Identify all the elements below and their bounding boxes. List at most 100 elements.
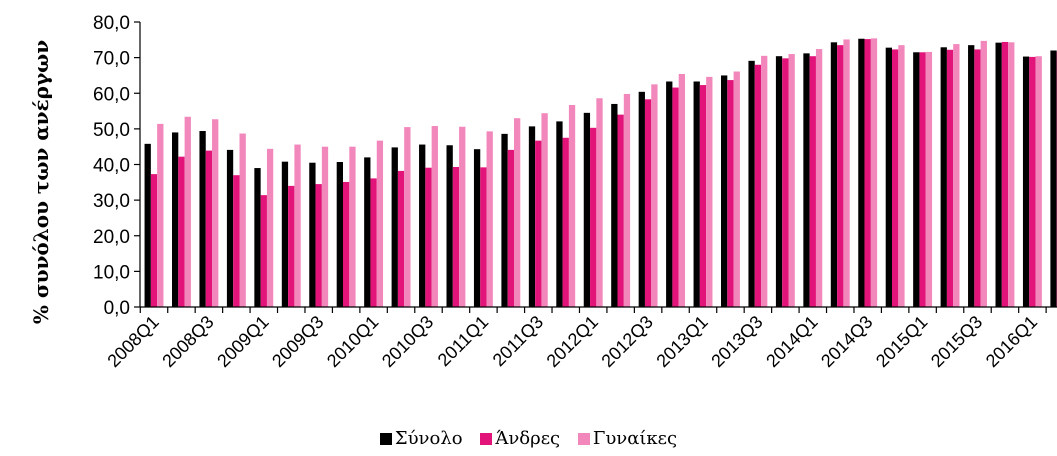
bar-2013Q1-women <box>706 76 713 307</box>
bar-2016Q1-women <box>1035 56 1042 308</box>
bar-2016Q1-men <box>1029 56 1036 307</box>
bar-2009Q3-total <box>309 162 316 307</box>
bar-2008Q4-men <box>233 175 240 307</box>
y-tick-label: 10,0 <box>93 262 130 283</box>
bar-2008Q2-men <box>178 156 185 307</box>
bar-2010Q1-total <box>364 157 371 308</box>
bar-2015Q1-men <box>919 52 926 307</box>
bar-2011Q1-women <box>486 131 493 307</box>
bar-2010Q3-men <box>425 167 432 307</box>
legend-swatch-women <box>577 432 590 445</box>
bar-2012Q3-total <box>638 91 645 307</box>
bar-2012Q2-women <box>623 93 631 308</box>
bar-2013Q2-total <box>721 75 728 307</box>
plot-area <box>144 38 1057 308</box>
x-tick-label: 2014Q1 <box>762 312 821 371</box>
y-tick-label: 30,0 <box>93 191 130 212</box>
bar-2012Q3-women <box>651 84 658 307</box>
x-axis: 2008Q12008Q32009Q12009Q32010Q12010Q32011… <box>103 306 1057 371</box>
bar-2009Q2-total <box>281 161 289 307</box>
y-tick-label: 20,0 <box>93 227 130 248</box>
bar-2011Q1-total <box>473 149 481 307</box>
bar-2013Q4-men <box>782 58 789 308</box>
bar-2013Q3-women <box>761 55 768 308</box>
bar-2011Q1-men <box>480 167 487 307</box>
bar-2008Q4-total <box>226 149 234 307</box>
bar-2010Q3-women <box>431 126 438 307</box>
bar-2012Q1-women <box>596 98 603 308</box>
bar-2015Q3-men <box>974 49 981 308</box>
bar-2012Q1-men <box>590 127 597 307</box>
bar-2014Q4-women <box>898 45 905 307</box>
y-tick-label: 60,0 <box>93 84 130 105</box>
bar-2015Q4-men <box>1001 41 1009 307</box>
bar-2008Q4-women <box>239 133 246 307</box>
x-tick-label: 2014Q3 <box>817 312 876 371</box>
bar-2009Q1-women <box>266 148 274 307</box>
bar-2012Q3-men <box>644 99 652 307</box>
bar-2013Q4-women <box>788 54 795 308</box>
x-tick-label: 2008Q1 <box>103 312 162 371</box>
bar-2012Q2-men <box>617 114 624 308</box>
bar-2011Q3-total <box>528 126 536 307</box>
bar-2010Q4-men <box>452 166 460 307</box>
bar-2010Q2-total <box>391 147 398 307</box>
bar-2011Q4-women <box>568 105 576 307</box>
bar-2009Q1-men <box>260 195 267 307</box>
bar-2010Q2-women <box>404 127 411 307</box>
legend-item-men: Άνδρες <box>480 428 560 449</box>
bar-2016Q2-total <box>1050 50 1057 307</box>
legend-swatch-total <box>379 432 392 445</box>
x-tick-label: 2012Q3 <box>597 312 656 371</box>
bar-2014Q2-total <box>830 42 838 308</box>
legend-label-women: Γυναίκες <box>592 428 678 449</box>
bar-2010Q4-total <box>446 145 453 307</box>
bar-2014Q3-women <box>870 38 878 307</box>
bar-2008Q3-men <box>205 150 213 307</box>
bar-2015Q2-men <box>946 49 954 307</box>
bar-2014Q2-men <box>837 45 844 307</box>
bar-2008Q3-women <box>212 119 219 307</box>
bar-2010Q3-total <box>419 144 426 307</box>
bar-2009Q4-total <box>336 162 343 307</box>
x-tick-label: 2016Q1 <box>982 312 1041 371</box>
x-tick-label: 2010Q1 <box>323 312 382 371</box>
bar-2015Q3-women <box>980 40 987 307</box>
y-tick-label: 80,0 <box>93 13 130 34</box>
bar-2015Q4-women <box>1008 42 1015 308</box>
bar-2011Q2-men <box>507 149 514 307</box>
bar-2013Q1-total <box>693 81 700 308</box>
bar-2015Q1-women <box>925 51 933 308</box>
x-tick-label: 2012Q1 <box>543 312 602 371</box>
bar-2009Q3-women <box>321 146 329 307</box>
bar-2011Q3-men <box>535 140 542 307</box>
bar-2008Q2-total <box>172 132 179 307</box>
bar-2013Q3-men <box>754 64 762 307</box>
bar-2009Q4-men <box>343 181 350 307</box>
bar-2013Q3-total <box>748 60 755 307</box>
bar-2008Q1-women <box>157 123 164 307</box>
bar-2012Q2-total <box>611 103 618 307</box>
y-tick-label: 0,0 <box>104 298 130 319</box>
bar-2011Q2-total <box>501 133 508 307</box>
bar-2008Q1-total <box>144 143 151 307</box>
bar-2014Q1-women <box>815 49 823 307</box>
x-tick-label: 2009Q3 <box>268 312 327 371</box>
legend-label-men: Άνδρες <box>495 428 561 449</box>
bar-2009Q3-men <box>315 184 322 307</box>
bar-2010Q2-men <box>397 170 405 307</box>
bar-2010Q1-women <box>376 140 384 307</box>
bar-2013Q4-total <box>775 56 783 308</box>
bar-2009Q2-men <box>288 185 295 308</box>
bar-2012Q4-total <box>666 81 673 308</box>
bar-2014Q3-total <box>858 38 865 308</box>
bar-2014Q2-women <box>843 39 850 308</box>
x-tick-label: 2013Q3 <box>707 312 766 371</box>
legend-label-total: Σύνολο <box>394 428 463 449</box>
y-tick-label: 70,0 <box>93 49 130 70</box>
y-axis: 0,0 10,0 20,0 30,0 40,0 50,0 60,0 70,0 80,0 <box>93 13 141 319</box>
bar-2013Q2-men <box>727 80 734 307</box>
bar-2014Q4-total <box>885 47 892 308</box>
y-axis-label: % συνόλου των ανέργων <box>29 40 53 324</box>
